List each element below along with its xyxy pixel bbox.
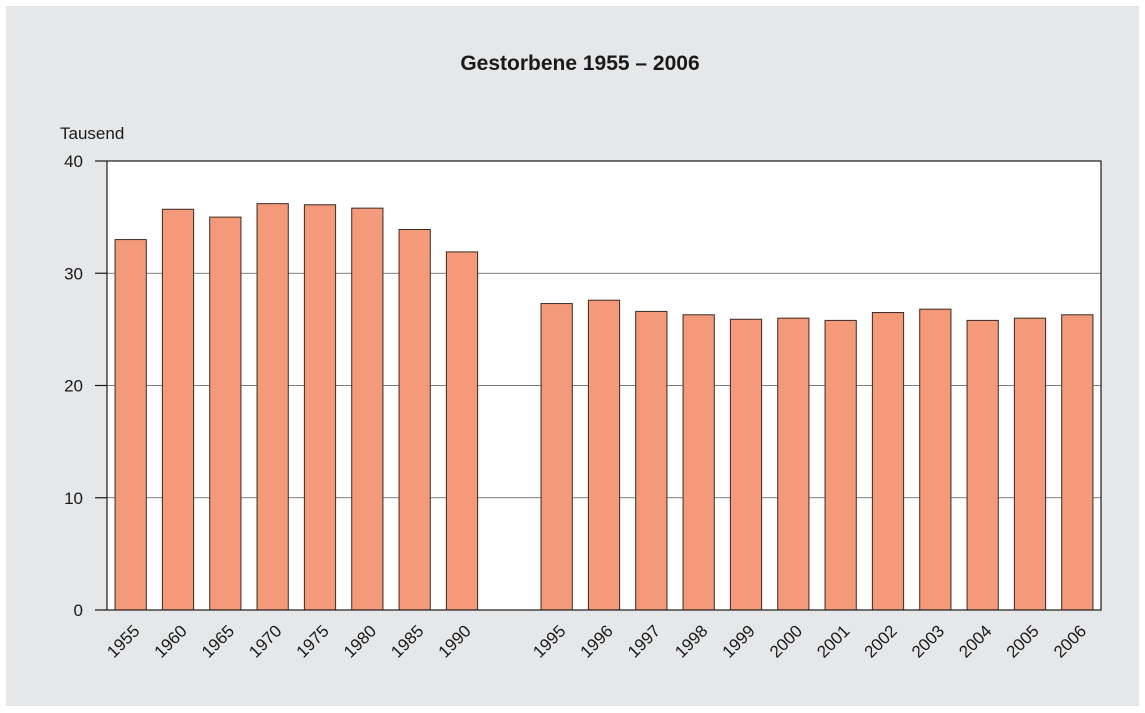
y-tick-label: 30 — [64, 264, 83, 283]
y-tick-label: 40 — [64, 152, 83, 171]
bar — [1061, 314, 1094, 611]
y-tick-label: 20 — [64, 377, 83, 396]
bar — [209, 216, 242, 611]
bar — [540, 303, 573, 611]
bar — [729, 318, 763, 611]
y-tick-label: 10 — [64, 489, 83, 508]
y-tick-label: 0 — [74, 601, 83, 620]
bar — [919, 308, 952, 611]
bar — [351, 207, 384, 611]
chart-title: Gestorbene 1955 – 2006 — [460, 52, 699, 75]
bar — [966, 319, 999, 611]
bar — [871, 312, 905, 611]
bar — [398, 228, 431, 611]
bar — [635, 310, 668, 611]
bar — [682, 314, 715, 611]
bar — [1013, 317, 1047, 611]
bar — [303, 204, 337, 611]
bar — [114, 239, 147, 611]
bar — [824, 319, 857, 611]
bar — [777, 317, 810, 611]
bar — [256, 203, 289, 611]
bar — [587, 299, 621, 611]
y-axis-label: Tausend — [60, 124, 124, 143]
bar — [161, 208, 195, 611]
bar — [445, 251, 479, 611]
